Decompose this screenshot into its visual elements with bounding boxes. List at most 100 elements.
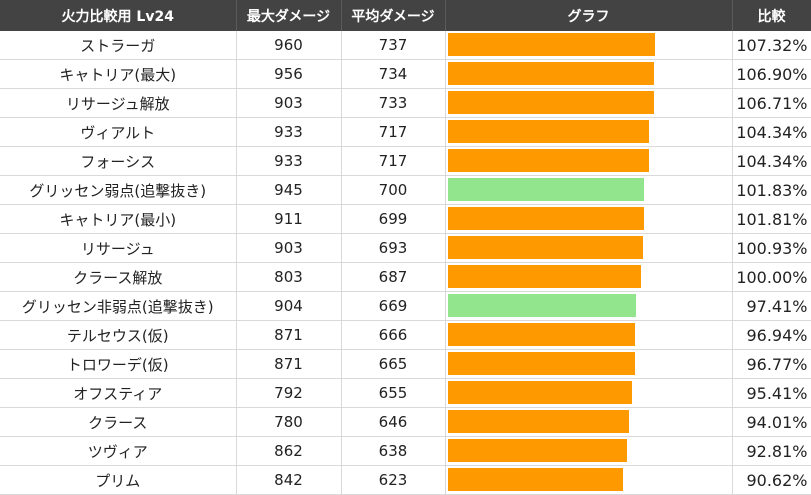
row-graph-cell bbox=[445, 175, 733, 205]
row-graph-cell bbox=[445, 233, 733, 263]
table-row: オフスティア 792 655 95.41% bbox=[0, 378, 811, 408]
row-avg-damage: 734 bbox=[341, 59, 446, 89]
header-ratio: 比較 bbox=[732, 0, 811, 31]
row-avg-damage: 737 bbox=[341, 31, 446, 60]
row-name: キャトリア(最大) bbox=[0, 59, 237, 89]
row-ratio: 96.77% bbox=[732, 349, 811, 379]
row-max-damage: 945 bbox=[236, 175, 342, 205]
bar-3 bbox=[447, 120, 649, 143]
row-name: グリッセン非弱点(追撃抜き) bbox=[0, 291, 237, 321]
bar-5 bbox=[447, 178, 644, 201]
row-max-damage: 780 bbox=[236, 407, 342, 437]
table-row: グリッセン弱点(追撃抜き) 945 700 101.83% bbox=[0, 175, 811, 205]
header-row: 火力比較用 Lv24 最大ダメージ 平均ダメージ グラフ 比較 bbox=[0, 0, 811, 31]
row-graph-cell bbox=[445, 31, 733, 60]
row-graph-cell bbox=[445, 291, 733, 321]
row-ratio: 101.81% bbox=[732, 204, 811, 234]
bar-9 bbox=[447, 294, 636, 317]
row-graph-cell bbox=[445, 262, 733, 292]
row-ratio: 95.41% bbox=[732, 378, 811, 408]
row-graph-cell bbox=[445, 204, 733, 234]
row-name: グリッセン弱点(追撃抜き) bbox=[0, 175, 237, 205]
row-max-damage: 956 bbox=[236, 59, 342, 89]
row-avg-damage: 717 bbox=[341, 146, 446, 176]
row-graph-cell bbox=[445, 465, 733, 495]
table-row: キャトリア(最大) 956 734 106.90% bbox=[0, 59, 811, 89]
table-row: リサージュ 903 693 100.93% bbox=[0, 233, 811, 263]
row-max-damage: 933 bbox=[236, 146, 342, 176]
row-name: リサージュ解放 bbox=[0, 88, 237, 118]
row-max-damage: 903 bbox=[236, 88, 342, 118]
header-graph: グラフ bbox=[445, 0, 733, 31]
row-graph-cell bbox=[445, 88, 733, 118]
row-avg-damage: 700 bbox=[341, 175, 446, 205]
bar-4 bbox=[447, 149, 649, 172]
row-ratio: 100.93% bbox=[732, 233, 811, 263]
table-row: テルセウス(仮) 871 666 96.94% bbox=[0, 320, 811, 350]
row-name: プリム bbox=[0, 465, 237, 495]
table-row: ストラーガ 960 737 107.32% bbox=[0, 31, 811, 60]
row-graph-cell bbox=[445, 320, 733, 350]
row-max-damage: 911 bbox=[236, 204, 342, 234]
row-avg-damage: 665 bbox=[341, 349, 446, 379]
bar-12 bbox=[447, 381, 632, 404]
bar-7 bbox=[447, 236, 643, 259]
row-ratio: 100.00% bbox=[732, 262, 811, 292]
row-max-damage: 842 bbox=[236, 465, 342, 495]
table-row: リサージュ解放 903 733 106.71% bbox=[0, 88, 811, 118]
row-name: ツヴィア bbox=[0, 436, 237, 466]
bar-2 bbox=[447, 91, 654, 114]
table-row: クラース 780 646 94.01% bbox=[0, 407, 811, 437]
table-row: プリム 842 623 90.62% bbox=[0, 465, 811, 495]
bar-10 bbox=[447, 323, 635, 346]
row-ratio: 106.90% bbox=[732, 59, 811, 89]
bar-13 bbox=[447, 410, 629, 433]
row-max-damage: 904 bbox=[236, 291, 342, 321]
row-graph-cell bbox=[445, 59, 733, 89]
header-avg-damage: 平均ダメージ bbox=[341, 0, 446, 31]
row-avg-damage: 623 bbox=[341, 465, 446, 495]
row-name: テルセウス(仮) bbox=[0, 320, 237, 350]
bar-14 bbox=[447, 439, 627, 462]
row-name: クラース bbox=[0, 407, 237, 437]
row-name: トロワーデ(仮) bbox=[0, 349, 237, 379]
table-row: ツヴィア 862 638 92.81% bbox=[0, 436, 811, 466]
row-name: リサージュ bbox=[0, 233, 237, 263]
bar-1 bbox=[447, 62, 654, 85]
table-row: ヴィアルト 933 717 104.34% bbox=[0, 117, 811, 147]
row-ratio: 96.94% bbox=[732, 320, 811, 350]
row-ratio: 104.34% bbox=[732, 117, 811, 147]
row-max-damage: 862 bbox=[236, 436, 342, 466]
bar-11 bbox=[447, 352, 635, 375]
row-name: ヴィアルト bbox=[0, 117, 237, 147]
row-max-damage: 960 bbox=[236, 31, 342, 60]
table-row: グリッセン非弱点(追撃抜き) 904 669 97.41% bbox=[0, 291, 811, 321]
row-avg-damage: 666 bbox=[341, 320, 446, 350]
row-avg-damage: 687 bbox=[341, 262, 446, 292]
row-ratio: 94.01% bbox=[732, 407, 811, 437]
row-ratio: 97.41% bbox=[732, 291, 811, 321]
row-max-damage: 803 bbox=[236, 262, 342, 292]
table-row: フォーシス 933 717 104.34% bbox=[0, 146, 811, 176]
bar-6 bbox=[447, 207, 644, 230]
row-name: ストラーガ bbox=[0, 31, 237, 60]
row-avg-damage: 733 bbox=[341, 88, 446, 118]
row-graph-cell bbox=[445, 378, 733, 408]
bar-0 bbox=[447, 33, 655, 56]
row-avg-damage: 699 bbox=[341, 204, 446, 234]
row-graph-cell bbox=[445, 117, 733, 147]
header-name: 火力比較用 Lv24 bbox=[0, 0, 237, 31]
row-name: フォーシス bbox=[0, 146, 237, 176]
row-max-damage: 792 bbox=[236, 378, 342, 408]
bar-8 bbox=[447, 265, 641, 288]
row-avg-damage: 638 bbox=[341, 436, 446, 466]
row-graph-cell bbox=[445, 407, 733, 437]
row-avg-damage: 669 bbox=[341, 291, 446, 321]
row-ratio: 92.81% bbox=[732, 436, 811, 466]
row-ratio: 106.71% bbox=[732, 88, 811, 118]
row-name: キャトリア(最小) bbox=[0, 204, 237, 234]
row-name: オフスティア bbox=[0, 378, 237, 408]
row-ratio: 107.32% bbox=[732, 31, 811, 60]
row-avg-damage: 693 bbox=[341, 233, 446, 263]
